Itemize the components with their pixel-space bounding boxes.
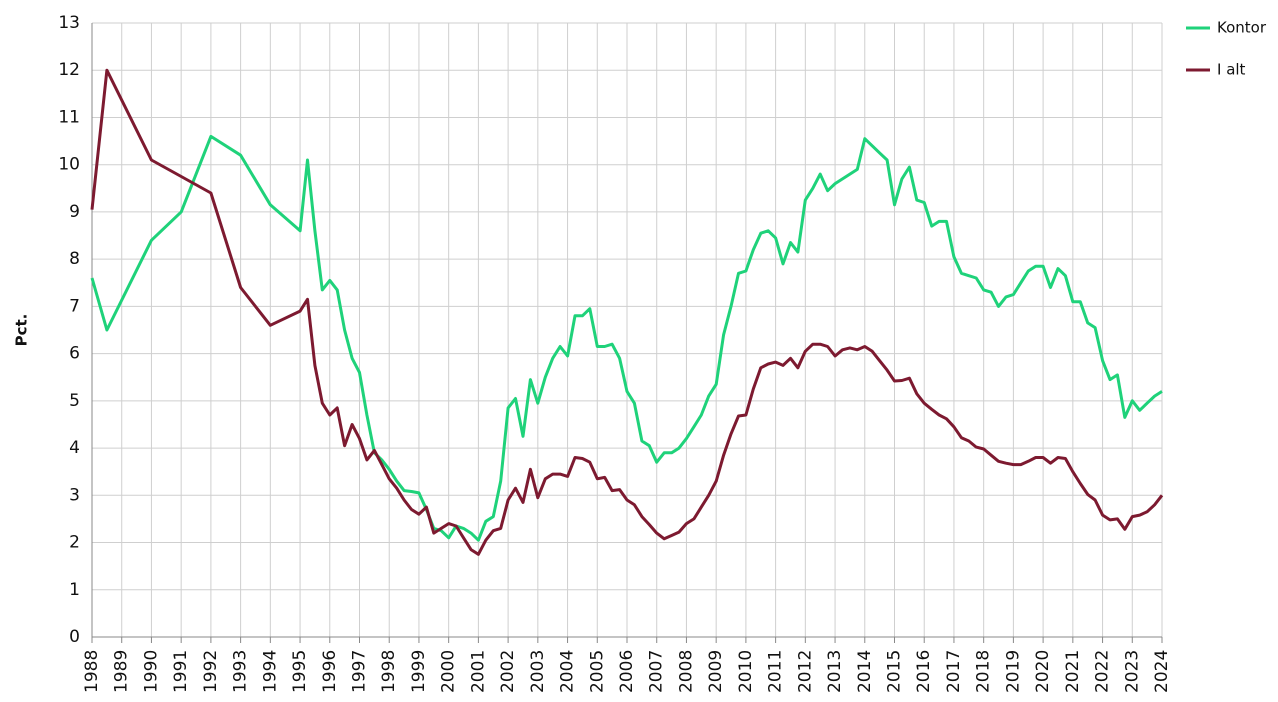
y-tick-label: 11 — [58, 107, 80, 127]
x-tick-label: 2024 — [1152, 650, 1172, 693]
y-tick-label: 9 — [69, 202, 80, 222]
x-tick-label: 2014 — [855, 650, 875, 693]
y-tick-label: 4 — [69, 438, 80, 458]
x-tick-label: 1992 — [201, 650, 221, 693]
x-tick-label: 2019 — [1003, 650, 1023, 693]
x-tick-label: 1993 — [231, 650, 251, 693]
x-tick-label: 1996 — [320, 650, 340, 693]
data-line — [90, 68, 1164, 556]
x-tick-label: 2001 — [468, 650, 488, 693]
y-tick-label: 13 — [58, 13, 80, 33]
x-tick-label: 2008 — [676, 650, 696, 693]
x-tick-label: 1989 — [112, 650, 132, 693]
data-line — [90, 134, 1163, 542]
x-tick-label: 2005 — [587, 650, 607, 693]
x-tick-label: 2017 — [944, 650, 964, 693]
x-tick-label: 2009 — [706, 650, 726, 693]
x-tick-label: 2020 — [1033, 650, 1053, 693]
legend-label: Kontor — [1217, 19, 1267, 37]
x-tick-label: 2022 — [1093, 650, 1113, 693]
x-tick-label: 1997 — [350, 650, 370, 693]
x-tick-label: 1998 — [379, 650, 399, 693]
x-tick-label: 2000 — [439, 650, 459, 693]
y-tick-label: 8 — [69, 249, 80, 269]
x-tick-label: 1994 — [260, 650, 280, 693]
x-tick-label: 2002 — [498, 650, 518, 693]
x-tick-label: 2023 — [1122, 650, 1142, 693]
x-tick-label: 1988 — [82, 650, 102, 693]
x-tick-label: 2006 — [617, 650, 637, 693]
x-tick-label: 2016 — [914, 650, 934, 693]
x-tick-label: 2011 — [766, 650, 786, 693]
y-tick-label: 1 — [69, 580, 80, 600]
y-tick-label: 2 — [69, 533, 80, 553]
y-tick-label: 0 — [69, 627, 80, 647]
x-tick-label: 2007 — [647, 650, 667, 693]
y-tick-label: 12 — [58, 60, 80, 80]
y-tick-label: 6 — [69, 344, 80, 364]
x-tick-label: 2015 — [885, 650, 905, 693]
y-tick-label: 3 — [69, 485, 80, 505]
x-tick-label: 1991 — [171, 650, 191, 693]
y-tick-label: 10 — [58, 155, 80, 175]
x-tick-label: 1999 — [409, 650, 429, 693]
x-tick-label: 2013 — [825, 650, 845, 693]
x-tick-label: 1995 — [290, 650, 310, 693]
x-tick-label: 2012 — [795, 650, 815, 693]
y-tick-label: 7 — [69, 296, 80, 316]
x-tick-label: 1990 — [141, 650, 161, 693]
x-tick-label: 2004 — [558, 650, 578, 693]
x-tick-label: 2003 — [528, 650, 548, 693]
x-tick-label: 2010 — [736, 650, 756, 693]
x-tick-label: 2021 — [1063, 650, 1083, 693]
y-tick-label: 5 — [69, 391, 80, 411]
legend-label: I alt — [1217, 61, 1246, 79]
y-axis-label: Pct. — [13, 314, 31, 347]
x-tick-label: 2018 — [974, 650, 994, 693]
